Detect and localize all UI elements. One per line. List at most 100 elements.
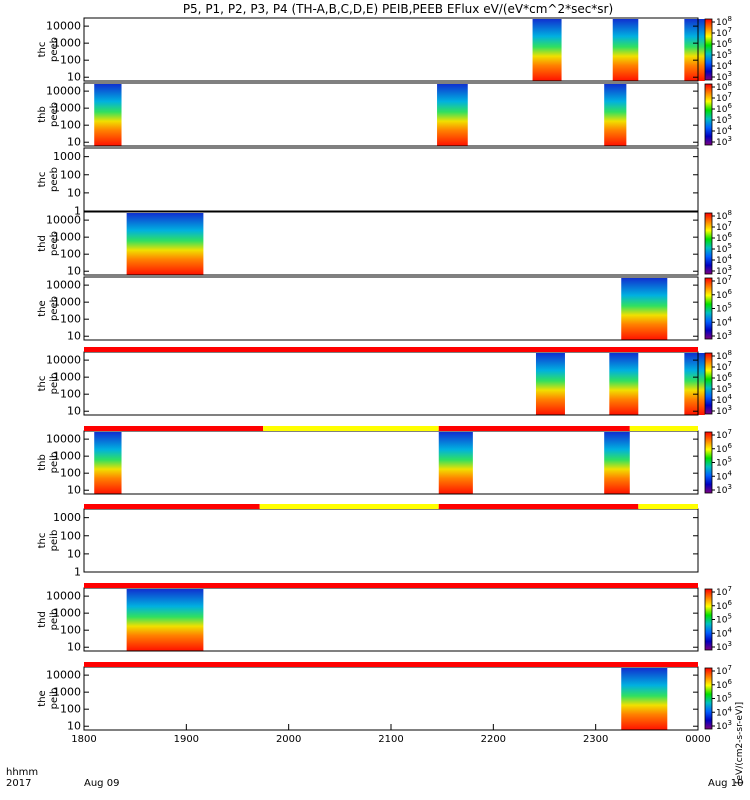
panel-probe-label: thc	[37, 376, 48, 392]
colorbar-tick-label: 104	[716, 705, 732, 718]
status-bar-segment	[638, 504, 698, 509]
panel-probe-label: thd	[37, 611, 48, 628]
y-tick-label: 100	[60, 313, 81, 326]
colorbar-tick-label: 104	[716, 626, 732, 639]
panel-product-label: peib	[49, 609, 60, 631]
status-bar-segment	[84, 426, 264, 431]
x-tick-label: 0000	[685, 734, 710, 745]
spectrogram-block	[438, 432, 473, 494]
y-tick-label: 1000	[53, 296, 81, 309]
y-tick-label: 10	[67, 186, 81, 199]
panel-product-label: peeb	[49, 167, 60, 192]
panel-frame	[83, 82, 699, 147]
y-tick-label: 1000	[53, 231, 81, 244]
colorbar-tick-label: 107	[716, 585, 732, 598]
x-tick-label: 1900	[174, 734, 199, 745]
y-tick-label: 10	[67, 720, 81, 733]
colorbar	[704, 588, 713, 651]
y-tick-label: 1	[74, 205, 81, 218]
panel-frame	[83, 276, 699, 341]
y-tick-label: 10000	[46, 214, 81, 227]
y-tick-label: 10	[67, 330, 81, 343]
spectrogram-block	[604, 84, 627, 146]
x-tick-label: 2100	[378, 734, 403, 745]
spectrogram-block	[94, 84, 122, 146]
status-bar-segment	[263, 426, 439, 431]
y-tick-label: 10	[67, 484, 81, 497]
footer-date-start: Aug 09	[84, 778, 119, 789]
status-bar-segment	[84, 583, 698, 588]
y-tick-label: 1000	[53, 450, 81, 463]
colorbar	[704, 277, 713, 340]
y-tick-label: 100	[60, 388, 81, 401]
colorbar-tick-label: 105	[716, 456, 732, 469]
x-tick-label: 2300	[583, 734, 608, 745]
y-tick-label: 100	[60, 529, 81, 542]
colorbar-tick-label: 104	[716, 315, 732, 328]
spectrogram-block	[535, 353, 565, 415]
panel-product-label: peib	[49, 452, 60, 474]
panel-product-label: peeb	[49, 296, 60, 321]
colorbar-tick-label: 103	[716, 640, 732, 653]
colorbar-tick-label: 103	[716, 483, 732, 496]
spectrogram-block	[621, 278, 668, 340]
colorbar	[704, 18, 713, 81]
colorbar-tick-label: 103	[716, 329, 732, 342]
panel-frame	[83, 147, 699, 212]
status-bar-segment	[438, 504, 639, 509]
status-bar-segment	[84, 347, 698, 352]
panel-frame	[83, 17, 699, 82]
y-tick-label: 10	[67, 405, 81, 418]
status-bar-segment	[629, 426, 698, 431]
panel-frame	[83, 211, 699, 276]
y-tick-label: 100	[60, 54, 81, 67]
panel-product-label: peib	[49, 373, 60, 395]
spectrogram-block	[126, 213, 204, 275]
x-tick-label: 2000	[276, 734, 301, 745]
status-bar-segment	[438, 426, 630, 431]
spectrogram-block	[604, 432, 630, 494]
spectrogram-block	[532, 19, 562, 81]
colorbar-tick-label: 104	[716, 469, 732, 482]
status-bar-segment	[84, 504, 260, 509]
y-tick-label: 10000	[46, 433, 81, 446]
y-tick-label: 1000	[53, 150, 81, 163]
panel-frame	[83, 508, 699, 573]
panel-thc-peib: 1 10 100 1000 thc peib	[37, 508, 699, 579]
colorbar-tick-label: 106	[716, 678, 732, 691]
panel-probe-label: the	[37, 690, 48, 706]
colorbar	[704, 667, 713, 730]
panel-probe-label: the	[37, 300, 48, 316]
y-tick-label: 100	[60, 248, 81, 261]
colorbar	[704, 431, 713, 494]
panel-product-label: peeb	[49, 102, 60, 127]
colorbar-tick-label: 106	[716, 288, 732, 301]
spectrogram-block	[684, 353, 705, 415]
colorbar	[704, 83, 713, 146]
panel-probe-label: thc	[37, 172, 48, 188]
y-tick-label: 10	[67, 265, 81, 278]
panel-probe-label: thc	[37, 533, 48, 549]
y-tick-label: 100	[60, 467, 81, 480]
panel-product-label: peib	[49, 530, 60, 552]
x-tick-label: 1800	[71, 734, 96, 745]
colorbar-tick-label: 106	[716, 442, 732, 455]
panel-product-label: peib	[49, 688, 60, 710]
colorbar	[704, 352, 713, 415]
y-tick-label: 10000	[46, 669, 81, 682]
x-tick-label: 2200	[481, 734, 506, 745]
panel-thc-peeb: 1 10 100 1000 thc peeb	[37, 147, 699, 218]
y-tick-label: 10	[67, 136, 81, 149]
panel-probe-label: thb	[37, 454, 48, 471]
spectrogram-block	[609, 353, 639, 415]
spectrogram-block	[94, 432, 122, 494]
colorbar	[704, 212, 713, 275]
y-tick-label: 1	[74, 566, 81, 579]
